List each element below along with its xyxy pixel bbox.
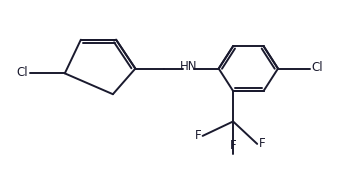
Text: F: F — [259, 137, 265, 150]
Text: Cl: Cl — [16, 66, 28, 79]
Text: F: F — [194, 129, 201, 142]
Text: HN: HN — [179, 60, 197, 74]
Text: Cl: Cl — [312, 61, 323, 74]
Text: F: F — [230, 139, 236, 152]
